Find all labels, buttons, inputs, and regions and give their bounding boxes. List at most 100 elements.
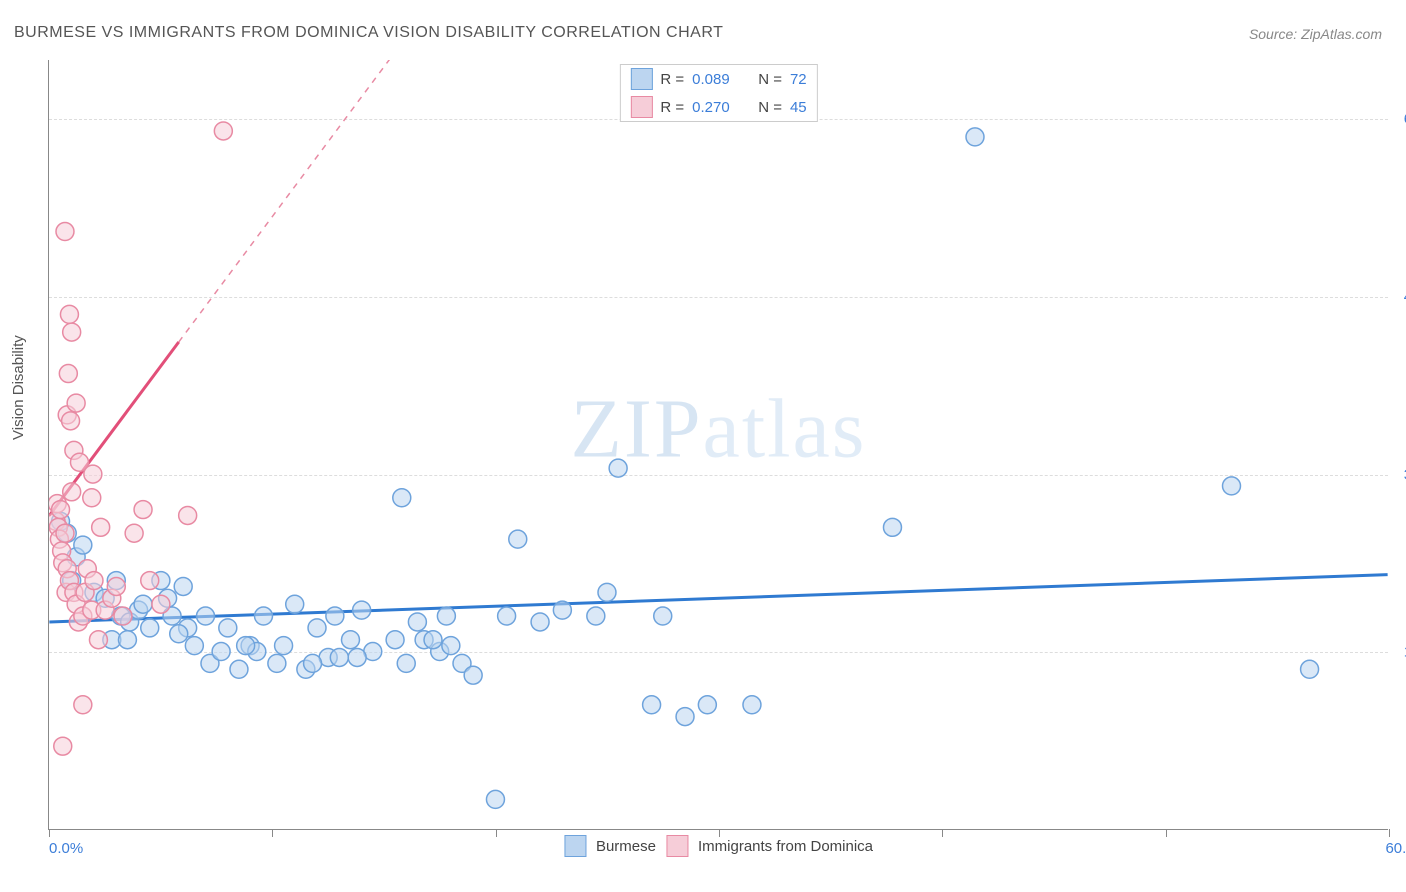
data-point: [341, 631, 359, 649]
data-point: [74, 696, 92, 714]
data-point: [304, 654, 322, 672]
data-point: [118, 631, 136, 649]
data-point: [103, 631, 121, 649]
watermark: ZIPatlas: [571, 381, 867, 478]
legend-label: Burmese: [596, 838, 656, 855]
data-point: [49, 512, 65, 530]
data-point: [78, 560, 96, 578]
data-point: [53, 542, 71, 560]
data-point: [643, 696, 661, 714]
data-point: [57, 583, 75, 601]
data-point: [415, 631, 433, 649]
data-point: [159, 589, 177, 607]
data-point: [74, 536, 92, 554]
data-point: [598, 583, 616, 601]
data-point: [297, 660, 315, 678]
stats-row: R = 0.270 N = 45: [620, 93, 816, 121]
data-point: [92, 518, 110, 536]
trend-line: [49, 575, 1387, 622]
data-point: [58, 524, 76, 542]
data-point: [348, 648, 366, 666]
data-point: [255, 607, 273, 625]
data-point: [698, 696, 716, 714]
data-point: [63, 572, 81, 590]
data-point: [486, 790, 504, 808]
y-tick-label: 6.0%: [1390, 111, 1406, 128]
bottom-legend: Burmese Immigrants from Dominica: [564, 835, 873, 857]
data-point: [1301, 660, 1319, 678]
data-point: [197, 607, 215, 625]
data-point: [85, 572, 103, 590]
data-point: [498, 607, 516, 625]
data-point: [437, 607, 455, 625]
data-point: [134, 501, 152, 519]
data-point: [83, 601, 101, 619]
data-point: [174, 577, 192, 595]
data-point: [50, 530, 68, 548]
data-point: [319, 648, 337, 666]
chart-title: BURMESE VS IMMIGRANTS FROM DOMINICA VISI…: [14, 24, 723, 42]
data-point: [587, 607, 605, 625]
x-tick: [49, 829, 50, 837]
data-point: [553, 601, 571, 619]
data-point: [65, 583, 83, 601]
data-point: [65, 441, 83, 459]
data-point: [76, 583, 94, 601]
plot-area: ZIPatlas 0.0% 60.0% R = 0.089 N = 72R = …: [48, 60, 1388, 830]
data-point: [424, 631, 442, 649]
data-point: [67, 394, 85, 412]
trend-line: [49, 342, 178, 515]
data-point: [676, 708, 694, 726]
data-point: [179, 619, 197, 637]
data-point: [85, 583, 103, 601]
stats-legend: R = 0.089 N = 72R = 0.270 N = 45: [619, 64, 817, 122]
data-point: [89, 631, 107, 649]
data-point: [52, 501, 70, 519]
data-point: [62, 412, 80, 430]
data-point: [56, 223, 74, 241]
x-axis-min-label: 0.0%: [49, 840, 83, 857]
data-point: [52, 512, 70, 530]
data-point: [654, 607, 672, 625]
data-point: [397, 654, 415, 672]
data-point: [170, 625, 188, 643]
x-tick: [942, 829, 943, 837]
data-point: [163, 607, 181, 625]
data-point: [152, 595, 170, 613]
legend-label: Immigrants from Dominica: [698, 838, 873, 855]
data-point: [114, 607, 132, 625]
gridline: [49, 652, 1388, 653]
legend-swatch: [564, 835, 586, 857]
data-point: [509, 530, 527, 548]
trend-line-dashed: [179, 60, 451, 342]
data-point: [286, 595, 304, 613]
y-tick-label: 4.5%: [1390, 288, 1406, 305]
y-axis-label: Vision Disability: [10, 335, 27, 440]
data-point: [67, 548, 85, 566]
data-point: [219, 619, 237, 637]
data-point: [59, 365, 77, 383]
data-point: [107, 577, 125, 595]
data-point: [58, 406, 76, 424]
data-point: [393, 489, 411, 507]
data-point: [308, 619, 326, 637]
data-point: [58, 560, 76, 578]
data-point: [56, 524, 74, 542]
legend-swatch: [630, 96, 652, 118]
legend-swatch: [630, 68, 652, 90]
data-point: [96, 589, 114, 607]
data-point: [201, 654, 219, 672]
data-point: [49, 495, 66, 513]
data-point: [883, 518, 901, 536]
x-tick: [1166, 829, 1167, 837]
data-point: [67, 595, 85, 613]
source-label: Source: ZipAtlas.com: [1249, 26, 1382, 42]
data-point: [966, 128, 984, 146]
data-point: [326, 607, 344, 625]
data-point: [63, 323, 81, 341]
data-point: [152, 572, 170, 590]
data-point: [353, 601, 371, 619]
gridline: [49, 475, 1388, 476]
watermark-bold: ZIP: [571, 383, 703, 476]
data-point: [408, 613, 426, 631]
